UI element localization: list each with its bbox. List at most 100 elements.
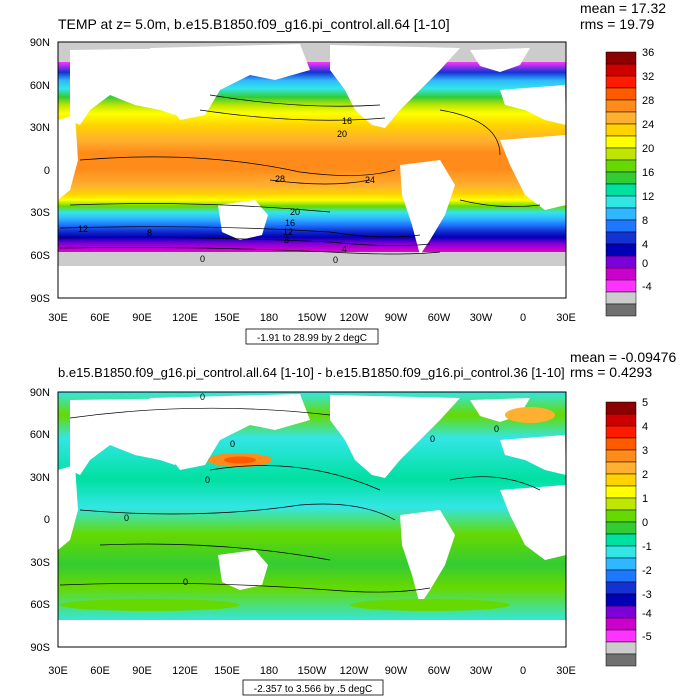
- contour-labels-top: 16 20 28 24 20 16 12 12 8 8 4 0 0: [78, 116, 375, 265]
- colorbar-swatch: [605, 87, 637, 101]
- colorbar-swatch: [605, 303, 637, 317]
- panel-bottom: b.e15.B1850.f09_g16.pi_control.all.64 [1…: [30, 349, 676, 696]
- lat-label: 60N: [30, 80, 50, 92]
- colorbar-label: 5: [642, 397, 648, 409]
- lat-label: 60S: [30, 250, 50, 262]
- contour-line: [209, 465, 381, 491]
- map-border: [57, 41, 567, 299]
- lon-label: 60W: [428, 665, 451, 677]
- lon-label: 90E: [132, 665, 152, 677]
- lon-label: 180: [260, 312, 278, 324]
- colorbar-swatch: [605, 51, 637, 65]
- colorbar-swatch: [605, 545, 637, 559]
- lon-label: 120W: [340, 665, 369, 677]
- lon-label: 30W: [470, 312, 493, 324]
- lat-label: 30S: [30, 557, 50, 569]
- colorbar-swatch: [605, 605, 637, 619]
- panel-top: TEMP at z= 5.0m, b.e15.B1850.f09_g16.pi_…: [30, 0, 666, 345]
- colorbar-label: 8: [642, 215, 648, 227]
- panel-top-colorbar: 36 32 28 24 20 16 12 8 4 0 -4: [605, 47, 654, 317]
- europe-africa-north: [500, 85, 566, 125]
- colorbar-swatch: [605, 425, 637, 439]
- contour-labels-bottom: 0 0 0 0 0 0 0: [124, 392, 499, 587]
- colorbar-swatch: [605, 533, 637, 547]
- southern-ocean-band: [60, 599, 240, 611]
- colorbar-swatch: [605, 629, 637, 643]
- colorbar-label: 20: [642, 143, 654, 155]
- colorbar-label: 4: [642, 421, 648, 433]
- antarctic-ice: [58, 252, 566, 266]
- asia: [150, 394, 310, 470]
- colorbar-swatch: [605, 449, 637, 463]
- colorbar-label: 2: [642, 469, 648, 481]
- colorbar-label: 24: [642, 119, 654, 131]
- north-atlantic-anomaly: [505, 407, 555, 423]
- contour-label: 16: [342, 116, 352, 126]
- contour-line: [439, 109, 501, 156]
- contour-label: 0: [230, 439, 235, 449]
- lon-label: 30E: [48, 312, 68, 324]
- contour-line: [269, 179, 371, 185]
- colorbar-swatch: [605, 473, 637, 487]
- colorbar-label: -5: [642, 631, 652, 643]
- lon-label: 30E: [556, 665, 576, 677]
- contour-label: 12: [283, 227, 293, 237]
- contour-label: 20: [290, 207, 300, 217]
- lat-label: 60N: [30, 429, 50, 441]
- colorbar-swatch: [605, 521, 637, 535]
- lon-label: 120W: [340, 312, 369, 324]
- panel-bottom-range-box: -2.357 to 3.566 by .5 degC: [242, 679, 384, 696]
- colorbar-swatch: [605, 147, 637, 161]
- continents-top: [58, 44, 566, 255]
- contour-line: [449, 476, 541, 491]
- lon-label: 120E: [172, 312, 198, 324]
- panel-top-title: TEMP at z= 5.0m, b.e15.B1850.f09_g16.pi_…: [58, 16, 450, 32]
- africa-east-edge: [58, 115, 78, 200]
- colorbar-label: 28: [642, 95, 654, 107]
- contour-line: [69, 407, 331, 419]
- antarctica: [58, 262, 566, 298]
- colorbar-swatch: [605, 183, 637, 197]
- lon-label: 150E: [214, 312, 240, 324]
- contour-label: 0: [124, 513, 129, 523]
- contour-label: 12: [78, 224, 88, 234]
- asia: [150, 44, 310, 120]
- panel-top-map: 16 20 28 24 20 16 12 12 8 8 4 0 0: [57, 41, 567, 299]
- contours-top: [59, 94, 541, 255]
- colorbar-labels: 5 4 3 2 1 0 -1 -2 -3 -4 -5: [642, 397, 652, 643]
- map-border: [57, 391, 567, 648]
- africa: [500, 135, 566, 210]
- contour-label: 0: [200, 392, 205, 402]
- colorbar-swatch: [605, 413, 637, 427]
- lon-label: 90W: [385, 665, 408, 677]
- contour-line: [79, 503, 396, 521]
- range-label: -1.91 to 28.99 by 2 degC: [257, 333, 367, 344]
- lat-label: 90N: [30, 37, 50, 49]
- range-box: [245, 328, 379, 345]
- panel-bottom-map: 0 0 0 0 0 0 0: [57, 391, 567, 648]
- lon-label: 30E: [48, 665, 68, 677]
- australia: [218, 550, 268, 590]
- colorbar-swatch: [605, 653, 637, 667]
- colorbar-swatch: [605, 135, 637, 149]
- panel-bottom-mean: mean = -0.09476: [570, 349, 676, 365]
- lon-label: 30W: [470, 665, 493, 677]
- contour-label: 0: [183, 577, 188, 587]
- contours-bottom: [59, 407, 541, 593]
- colorbar-swatch: [605, 485, 637, 499]
- panel-top-range-box: -1.91 to 28.99 by 2 degC: [245, 328, 379, 345]
- lon-label: 150W: [298, 665, 327, 677]
- range-box: [242, 679, 384, 696]
- southern-ocean-band: [350, 599, 510, 611]
- south-america: [400, 510, 455, 605]
- lon-label: 60E: [90, 665, 110, 677]
- lon-label: 60W: [428, 312, 451, 324]
- colorbar-swatch: [605, 255, 637, 269]
- colorbar-label: -4: [642, 281, 652, 293]
- colorbar-label: 16: [642, 167, 654, 179]
- continents-bottom: [58, 394, 566, 605]
- colorbar-swatch: [605, 207, 637, 221]
- lon-label: 150E: [214, 665, 240, 677]
- lon-label: 0: [520, 665, 526, 677]
- contour-label: 0: [494, 424, 499, 434]
